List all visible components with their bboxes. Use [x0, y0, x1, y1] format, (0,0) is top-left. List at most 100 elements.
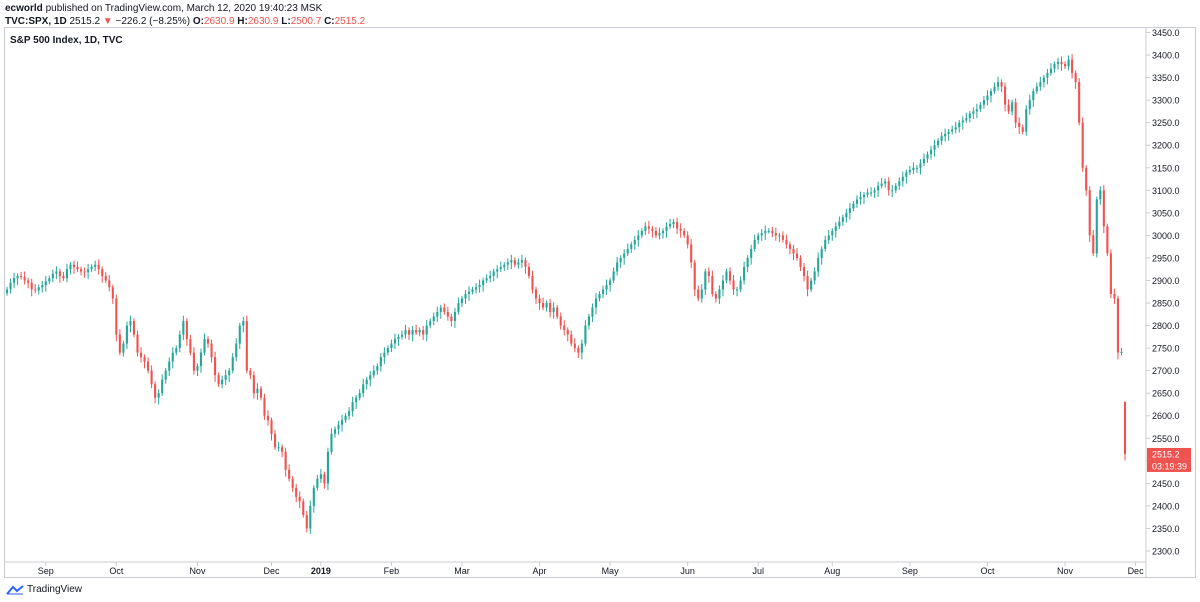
candle	[291, 476, 294, 492]
candle	[1021, 124, 1024, 135]
candle	[397, 334, 400, 346]
candle	[855, 195, 859, 208]
candle	[901, 171, 904, 187]
candle	[778, 232, 781, 243]
candle	[813, 267, 816, 285]
tradingview-footer[interactable]: TradingView	[6, 584, 82, 595]
candle	[1102, 184, 1105, 234]
candle	[1000, 79, 1003, 93]
candle	[1056, 57, 1060, 70]
candle	[400, 330, 404, 340]
candle	[591, 303, 594, 322]
candle	[245, 315, 248, 374]
candle	[594, 293, 598, 315]
candle	[827, 229, 830, 244]
candle	[1046, 69, 1049, 85]
candle	[199, 348, 203, 373]
candle	[157, 389, 160, 405]
candle	[122, 340, 125, 357]
candle	[189, 335, 192, 356]
candle	[845, 208, 848, 223]
candle	[651, 225, 654, 238]
candle	[831, 228, 834, 241]
candle	[573, 338, 576, 353]
candle	[979, 101, 982, 112]
price-axis: 2300.02350.02400.02450.02500.02550.02600…	[1145, 27, 1180, 578]
candle	[1088, 186, 1091, 243]
author-name[interactable]: ecworld	[5, 3, 43, 14]
candle	[559, 312, 562, 330]
price-tick-label: 3250.0	[1152, 118, 1180, 128]
price-tick-label: 2700.0	[1152, 366, 1180, 376]
candle	[810, 277, 813, 293]
candle	[196, 363, 199, 377]
candle	[1060, 56, 1063, 71]
candle	[1032, 88, 1035, 107]
candle	[647, 220, 650, 235]
candle	[668, 218, 672, 230]
candle	[877, 181, 880, 198]
candle	[415, 324, 418, 336]
price-tick-label: 2950.0	[1152, 253, 1180, 263]
candle	[1035, 82, 1038, 94]
candle	[80, 266, 83, 276]
candle	[951, 125, 954, 135]
candle	[538, 294, 541, 310]
candle	[982, 96, 985, 109]
candle	[658, 227, 661, 240]
candles	[5, 54, 1127, 534]
candle	[277, 441, 280, 452]
candle	[340, 414, 344, 432]
candle	[147, 357, 150, 374]
candle	[933, 139, 936, 157]
candle	[23, 271, 26, 285]
candle	[577, 345, 580, 359]
candle	[228, 367, 231, 382]
candle	[711, 270, 714, 297]
candle	[242, 316, 245, 333]
price-tick-label: 2650.0	[1152, 389, 1180, 399]
time-tick-label: May	[602, 566, 620, 576]
candle	[30, 278, 33, 297]
candle	[1025, 105, 1028, 136]
candle	[1099, 186, 1102, 205]
candle	[774, 227, 777, 241]
candle	[489, 270, 492, 283]
candle	[640, 228, 643, 239]
candle	[217, 372, 220, 387]
candle	[5, 286, 9, 296]
candle	[1039, 76, 1042, 91]
candle	[1120, 347, 1123, 356]
candle	[386, 345, 389, 356]
time-tick-label: Sep	[902, 566, 918, 576]
close-label: C:	[324, 16, 335, 27]
candle	[460, 295, 464, 308]
candle	[841, 214, 844, 226]
candle	[168, 357, 171, 377]
candle	[55, 266, 58, 280]
candle	[915, 165, 918, 174]
price-tick-label: 3400.0	[1152, 51, 1180, 61]
chart-frame[interactable]	[4, 27, 1196, 578]
symbol-label: TVC:SPX, 1D	[5, 16, 67, 27]
candle	[700, 284, 703, 303]
candle	[1081, 117, 1084, 172]
candle	[697, 285, 700, 302]
candle	[27, 277, 30, 289]
candle	[111, 284, 114, 304]
candle	[305, 510, 308, 533]
candle	[108, 275, 111, 292]
candle	[714, 291, 717, 303]
candle	[806, 270, 809, 297]
candle	[34, 284, 37, 294]
candle	[693, 259, 696, 297]
time-tick-label: Aug	[824, 566, 840, 576]
candle	[623, 249, 626, 265]
candle	[425, 320, 428, 342]
time-tick-label: Oct	[109, 566, 124, 576]
candle	[432, 312, 435, 326]
price-tick-label: 2750.0	[1152, 344, 1180, 354]
candle	[630, 241, 633, 253]
candle	[312, 485, 315, 513]
